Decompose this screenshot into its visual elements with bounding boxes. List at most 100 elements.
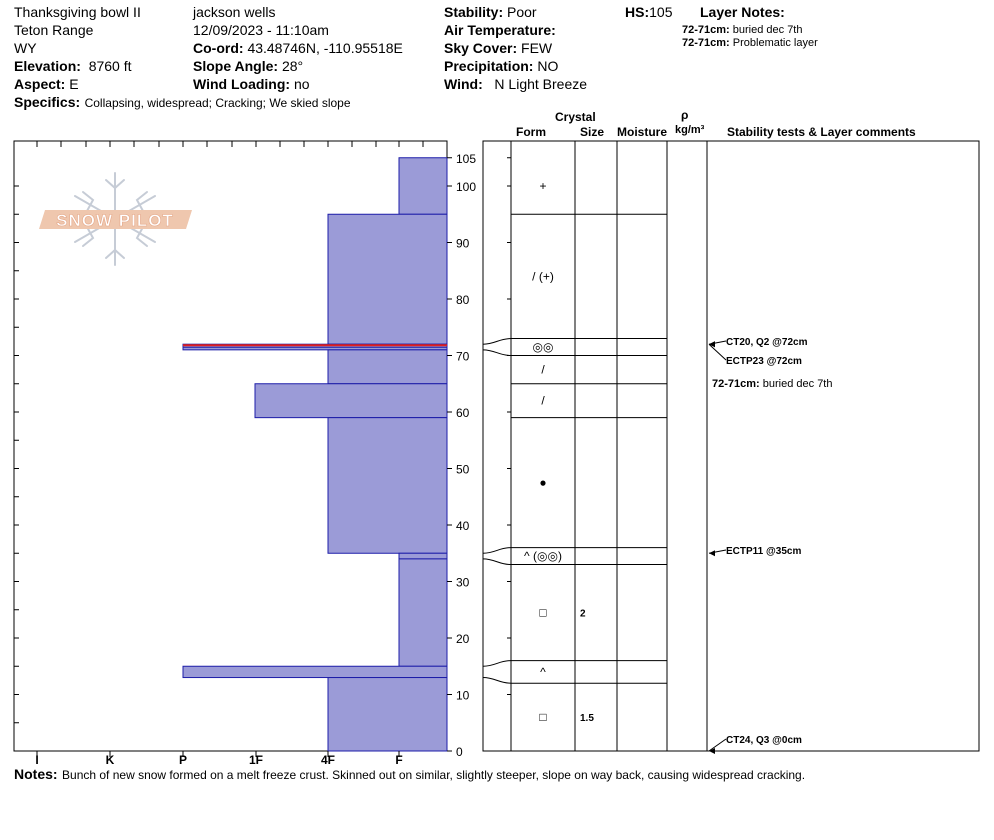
- stability-comments-header: Stability tests & Layer comments: [727, 125, 916, 139]
- hardness-bar: [398, 552, 448, 560]
- hardness-label: I: [35, 753, 38, 767]
- layer-note: 72-71cm: buried dec 7th: [682, 24, 802, 36]
- depth-label: 40: [456, 519, 470, 533]
- test-label: ECTP11 @35cm: [726, 546, 801, 557]
- size-header: Size: [580, 125, 605, 139]
- hardness-bar: [182, 665, 448, 679]
- precip-label: Precipitation:: [444, 58, 534, 74]
- stability-tests: CT20, Q2 @72cm ECTP23 @72cm ECTP11 @35cm CT…: [708, 337, 832, 754]
- stability-label: Stability:: [444, 4, 504, 20]
- grain-form: / (+): [532, 269, 554, 283]
- coordinates: Co-ord: 43.48746N, -110.95518E: [193, 40, 403, 56]
- grain-size: 1.5: [580, 713, 594, 724]
- grain-form: /: [541, 394, 545, 408]
- slope-label: Slope Angle:: [193, 58, 279, 74]
- hardness-top-ticks: [36, 141, 424, 147]
- hardness-bar: [327, 213, 448, 345]
- notes: Notes: Bunch of new snow formed on a mel…: [14, 766, 805, 784]
- wind-label: Wind:: [444, 76, 483, 92]
- grain-form: /: [541, 363, 545, 377]
- test-label: CT20, Q2 @72cm: [726, 337, 808, 348]
- table-column-dividers: [510, 141, 708, 751]
- hardness-label: F: [395, 753, 402, 767]
- depth-label: 60: [456, 406, 470, 420]
- layer-note-depth: 72-71cm:: [682, 24, 730, 36]
- specifics: Specifics: Collapsing, widespread; Crack…: [14, 94, 351, 112]
- snow-height: HS:105: [625, 4, 672, 20]
- sky-cover: Sky Cover: FEW: [444, 40, 552, 56]
- layer-table-frame: [482, 140, 980, 752]
- logo-text: SNOW PILOT: [56, 211, 174, 230]
- layer-notes-label: Layer Notes:: [700, 4, 785, 20]
- hs-value: 105: [649, 4, 673, 20]
- coord-value: 43.48746N, -110.95518E: [247, 40, 403, 56]
- sky-value: FEW: [521, 40, 553, 56]
- stability-value: Poor: [507, 4, 537, 20]
- test-leader: [708, 343, 727, 361]
- hardness-label: 1F: [249, 753, 263, 767]
- snowpilot-logo: SNOW PILOT: [39, 172, 192, 266]
- layer-note: 72-71cm: Problematic layer: [682, 37, 818, 49]
- depth-axis: 0 10 20 30 40 50 60 70 80 90 100 105: [447, 152, 511, 759]
- mountain-range: Teton Range: [14, 22, 94, 38]
- observer-name: jackson wells: [193, 4, 276, 20]
- location-name: Thanksgiving bowl II: [14, 4, 141, 20]
- notes-label: Notes:: [14, 766, 58, 782]
- depth-label: 10: [456, 689, 470, 703]
- depth-label: 50: [456, 463, 470, 477]
- precipitation: Precipitation: NO: [444, 58, 558, 74]
- hardness-label: 4F: [321, 753, 335, 767]
- hardness-bar: [254, 383, 448, 419]
- layer-comment: 72-71cm: buried dec 7th: [712, 378, 832, 390]
- test-arrow: [709, 341, 715, 348]
- layer-note-text: Problematic layer: [732, 37, 818, 49]
- test-label: ECTP23 @72cm: [726, 356, 802, 367]
- test-leader: [708, 738, 727, 752]
- depth-left-ticks: [14, 185, 19, 724]
- depth-label: 90: [456, 237, 470, 251]
- hardness-bar: [398, 558, 448, 667]
- elevation: Elevation: 8760 ft: [14, 58, 132, 74]
- aspect-label: Aspect:: [14, 76, 66, 92]
- moisture-header: Moisture: [617, 125, 668, 139]
- hardness-bars: [182, 157, 448, 752]
- depth-connector: [482, 349, 512, 356]
- test-label: CT24, Q3 @0cm: [726, 735, 802, 746]
- depth-label: 105: [456, 152, 476, 166]
- grain-form: ^: [540, 665, 546, 679]
- layer-rows: + / (+) ◎◎ / / ● ^ (◎◎) □ 2 ^ □ 1.5: [511, 179, 667, 724]
- elevation-label: Elevation:: [14, 58, 81, 74]
- slope-angle: Slope Angle: 28°: [193, 58, 303, 74]
- hardness-label: P: [179, 753, 187, 767]
- specifics-label: Specifics:: [14, 94, 81, 110]
- sky-label: Sky Cover:: [444, 40, 518, 56]
- depth-label: 30: [456, 576, 470, 590]
- hardness-scale: I K P 1F 4F F: [35, 751, 403, 767]
- wind-loading: Wind Loading: no: [193, 76, 310, 92]
- grain-form: □: [539, 606, 546, 620]
- grain-size: 2: [580, 609, 586, 620]
- grain-form: ●: [539, 476, 546, 490]
- hardness-label: K: [106, 753, 115, 767]
- specifics-value: Collapsing, widespread; Cracking; We ski…: [84, 96, 351, 110]
- depth-label: 80: [456, 293, 470, 307]
- layer-note-text: buried dec 7th: [732, 24, 803, 36]
- notes-text: Bunch of new snow formed on a melt freez…: [62, 768, 806, 782]
- aspect-value: E: [69, 76, 79, 92]
- depth-label: 70: [456, 350, 470, 364]
- depth-connector: [482, 558, 512, 566]
- test-arrow: [709, 550, 715, 557]
- depth-label: 100: [456, 180, 476, 194]
- grain-form: +: [539, 179, 546, 193]
- wind: Wind: N Light Breeze: [444, 76, 587, 92]
- depth-connector: [482, 660, 512, 667]
- depth-connector: [482, 338, 512, 345]
- depth-label: 20: [456, 632, 470, 646]
- slope-value: 28°: [281, 58, 304, 74]
- layer-note-depth: 72-71cm:: [682, 37, 730, 49]
- coord-label: Co-ord:: [193, 40, 244, 56]
- hardness-bar: [327, 417, 448, 554]
- depth-connector: [482, 677, 512, 684]
- form-header: Form: [516, 125, 546, 139]
